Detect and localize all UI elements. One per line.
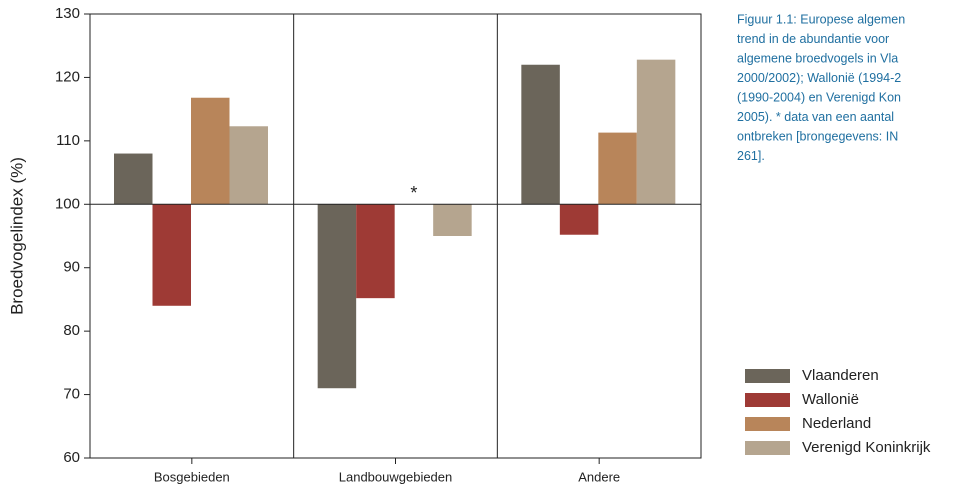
legend-label: Verenigd Koninkrijk [802,439,931,456]
y-tick-label: 70 [63,386,80,403]
caption-line: (1990-2004) en Verenigd Kon [737,90,901,104]
y-tick-label: 100 [55,195,80,212]
bar [521,64,560,205]
bar [598,132,637,205]
caption-line: algemene broedvogels in Vla [737,51,898,65]
y-tick-label: 120 [55,68,80,85]
caption-line: 2000/2002); Wallonië (1994-2 [737,71,901,85]
legend-swatch [745,369,790,383]
bar [559,204,599,235]
x-tick-label: Landbouwgebieden [339,469,453,484]
legend-swatch [745,393,790,407]
caption-line: trend in de abundantie voor [737,32,889,46]
bar [433,204,472,236]
bar [191,97,230,205]
x-tick-label: Bosgebieden [154,469,230,484]
bar [229,126,268,205]
y-tick-label: 80 [63,322,80,339]
y-axis-label: Broedvogelindex (%) [7,157,26,315]
legend-label: Vlaanderen [802,367,879,384]
legend-swatch [745,417,790,431]
legend-swatch [745,441,790,455]
x-tick-label: Andere [578,469,620,484]
caption-line: Figuur 1.1: Europese algemen [737,12,905,26]
bar [356,204,395,299]
legend-label: Wallonië [802,391,859,408]
bar [317,204,357,389]
y-tick-label: 110 [56,132,80,149]
bar [114,153,153,205]
y-tick-label: 130 [55,5,80,22]
legend-label: Nederland [802,415,871,432]
annotation: * [410,183,417,203]
caption-line: 261]. [737,149,765,163]
y-tick-label: 60 [63,449,80,466]
y-tick-label: 90 [63,259,80,276]
bar [152,204,191,306]
bar [636,59,676,205]
caption-line: ontbreken [brongegevens: IN [737,129,898,143]
caption-line: 2005). * data van een aantal [737,110,894,124]
